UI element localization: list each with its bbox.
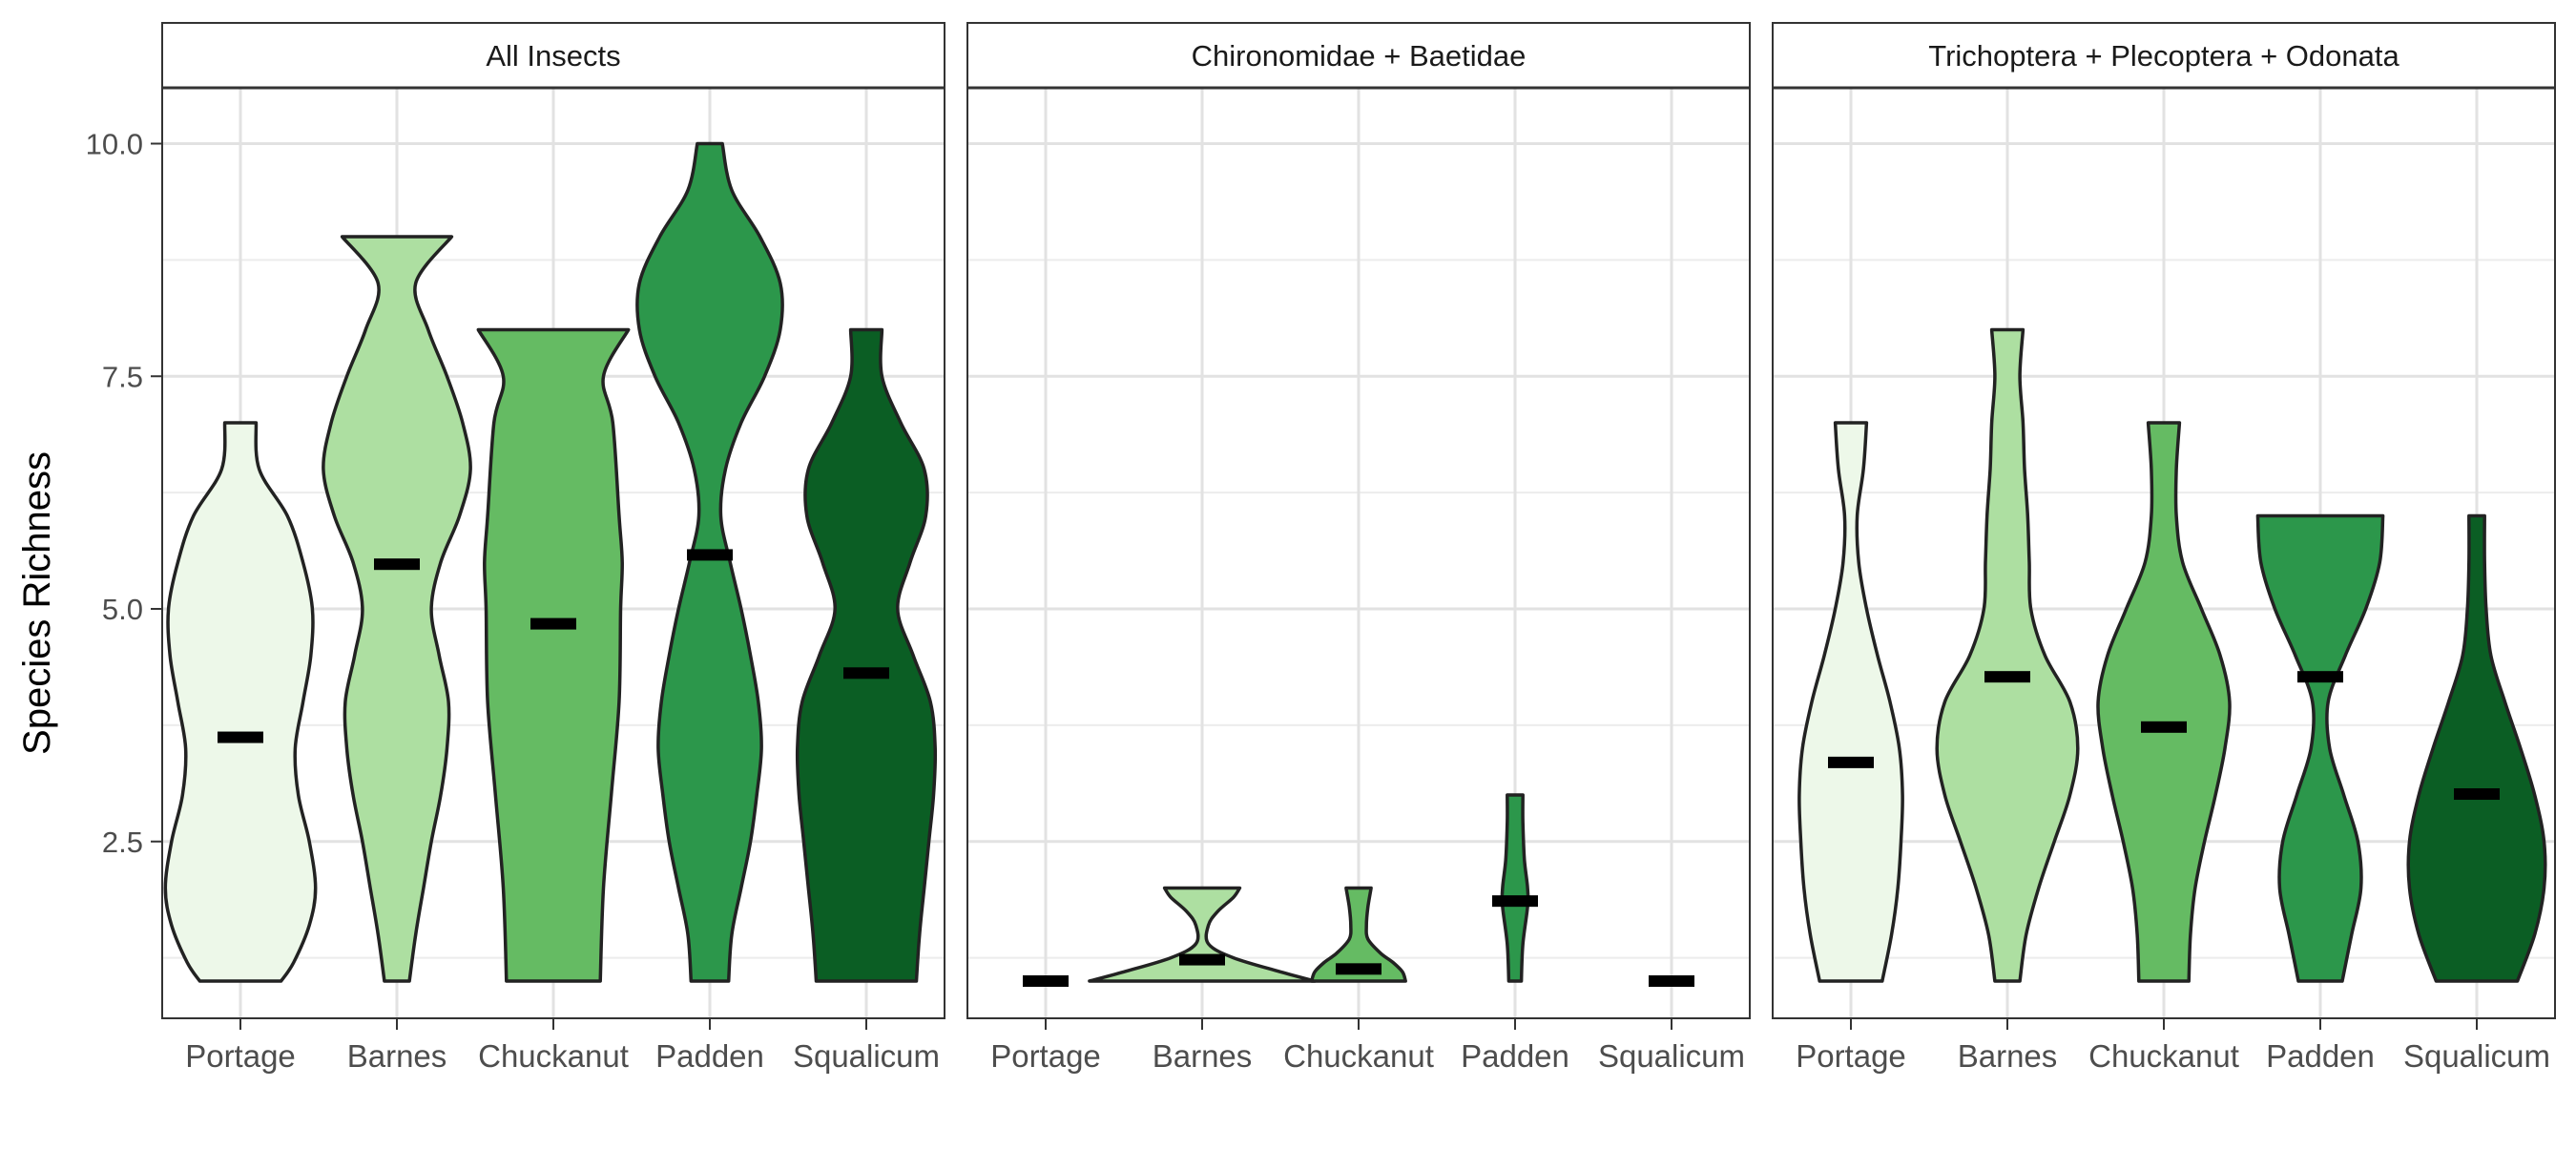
- x-tick-label: Portage: [990, 1038, 1101, 1074]
- violin-barnes: [1088, 886, 1317, 983]
- mean-marker: [1649, 975, 1694, 987]
- violin-chuckanut: [476, 327, 631, 983]
- x-tick-label: Padden: [655, 1038, 764, 1074]
- facet-strip: [1772, 22, 2556, 89]
- facet-strip: [966, 22, 1751, 89]
- violin-portage: [163, 421, 318, 983]
- violin-padden: [635, 141, 784, 983]
- mean-marker: [1336, 963, 1381, 975]
- mean-marker: [1828, 756, 1874, 768]
- x-tick-label: Squalicum: [793, 1038, 940, 1074]
- mean-marker: [1179, 953, 1225, 966]
- y-tick-label: 2.5: [102, 826, 143, 859]
- x-tick-label: Barnes: [1958, 1038, 2058, 1074]
- violin-padden: [2255, 513, 2385, 983]
- violin-chuckanut: [1310, 886, 1407, 983]
- mean-marker: [1984, 671, 2030, 683]
- mean-marker: [218, 731, 263, 743]
- x-tick-label: Chuckanut: [1283, 1038, 1434, 1074]
- y-axis-title: Species Richness: [16, 451, 58, 755]
- mean-marker: [1023, 975, 1069, 987]
- violin-portage: [1797, 421, 1904, 983]
- x-tick-label: Squalicum: [2403, 1038, 2550, 1074]
- x-tick-label: Barnes: [347, 1038, 447, 1074]
- y-tick-label: 7.5: [102, 360, 143, 393]
- violin-barnes: [1935, 327, 2080, 983]
- mean-marker: [2454, 788, 2500, 801]
- mean-marker: [2141, 721, 2187, 733]
- x-tick-label: Portage: [1796, 1038, 1906, 1074]
- violin-barnes: [322, 235, 472, 983]
- violin-squalicum: [795, 327, 938, 983]
- mean-marker: [687, 549, 733, 561]
- x-tick-label: Squalicum: [1598, 1038, 1745, 1074]
- x-tick-label: Portage: [185, 1038, 296, 1074]
- mean-marker: [2297, 671, 2343, 683]
- facet-strip: [161, 22, 945, 89]
- facet-title: Chironomidae + Baetidae: [1192, 39, 1527, 73]
- mean-marker: [530, 617, 576, 630]
- facet-title: Trichoptera + Plecoptera + Odonata: [1928, 39, 2399, 73]
- mean-marker: [843, 667, 889, 680]
- x-tick-label: Padden: [2266, 1038, 2375, 1074]
- x-tick-label: Barnes: [1153, 1038, 1253, 1074]
- y-tick-label: 5.0: [102, 593, 143, 626]
- violin-squalicum: [2406, 513, 2547, 983]
- facet-title: All Insects: [486, 39, 620, 73]
- violin-chuckanut: [2096, 421, 2232, 983]
- x-tick-label: Padden: [1461, 1038, 1569, 1074]
- y-tick-label: 10.0: [86, 128, 143, 161]
- x-tick-label: Chuckanut: [2088, 1038, 2239, 1074]
- mean-marker: [374, 558, 420, 571]
- mean-marker: [1492, 895, 1538, 908]
- x-tick-label: Chuckanut: [478, 1038, 629, 1074]
